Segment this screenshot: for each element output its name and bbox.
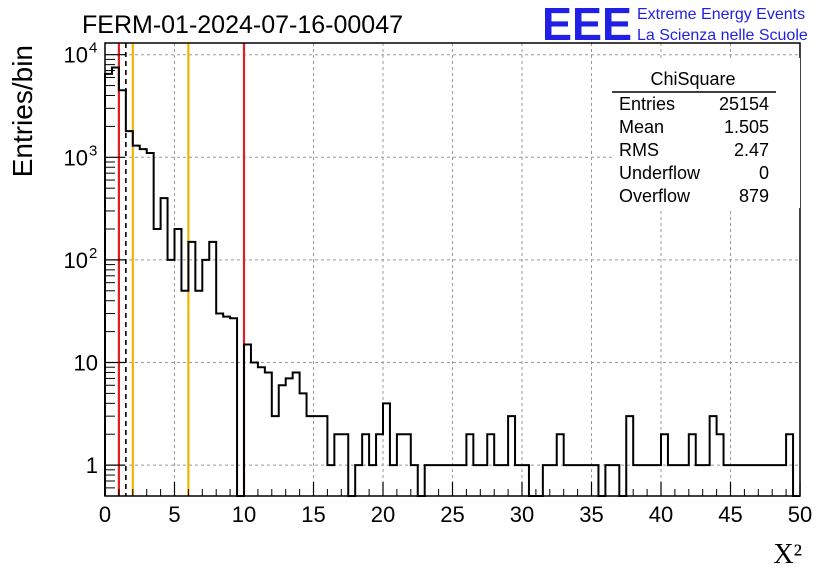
x-tick-label: 15 (301, 502, 325, 527)
brand-line-1: Extreme Energy Events (637, 6, 805, 23)
y-tick-exponent: 4 (89, 40, 97, 57)
stats-row-label: Underflow (619, 163, 701, 183)
grid (105, 43, 800, 496)
x-tick-label: 20 (371, 502, 395, 527)
y-tick-exponent: 3 (89, 142, 97, 159)
y-tick-label: 1 (86, 453, 98, 478)
stats-row-value: 1.505 (724, 117, 769, 137)
y-tick-exponent: 2 (89, 245, 97, 262)
plot-frame (104, 42, 801, 497)
stats-row-label: Mean (619, 117, 664, 137)
stats-title: ChiSquare (650, 69, 735, 89)
x-tick-label: 40 (649, 502, 673, 527)
x-tick-label: 35 (579, 502, 603, 527)
y-axis-label: Entries/bin (7, 45, 38, 177)
stats-row-value: 25154 (719, 94, 769, 114)
stats-row-label: Overflow (619, 186, 691, 206)
x-axis-label: X² (773, 539, 802, 570)
y-tick-label: 10 (64, 248, 88, 273)
x-tick-label: 30 (510, 502, 534, 527)
x-tick-label: 5 (168, 502, 180, 527)
x-tick-label: 50 (788, 502, 812, 527)
stats-row-label: Entries (619, 94, 675, 114)
x-tick-label: 45 (718, 502, 742, 527)
stats-box: ChiSquare Entries 25154 Mean 1.505 RMS 2.47 Un… (612, 58, 800, 208)
stats-row-label: RMS (619, 140, 659, 160)
brand-line-2: La Scienza nelle Scuole (637, 27, 808, 44)
y-tick-label: 10 (64, 43, 88, 68)
x-tick-label: 10 (232, 502, 256, 527)
histogram-title: FERM-01-2024-07-16-00047 (82, 11, 403, 39)
stats-row-value: 879 (739, 186, 769, 206)
x-tick-label: 0 (99, 502, 111, 527)
histogram-series (104, 66, 800, 497)
eee-logo: EEE (542, 0, 632, 50)
x-tick-label: 25 (440, 502, 464, 527)
y-tick-label: 10 (64, 145, 88, 170)
stats-row-value: 2.47 (734, 140, 769, 160)
y-tick-label: 10 (74, 351, 98, 376)
stats-row-value: 0 (759, 163, 769, 183)
